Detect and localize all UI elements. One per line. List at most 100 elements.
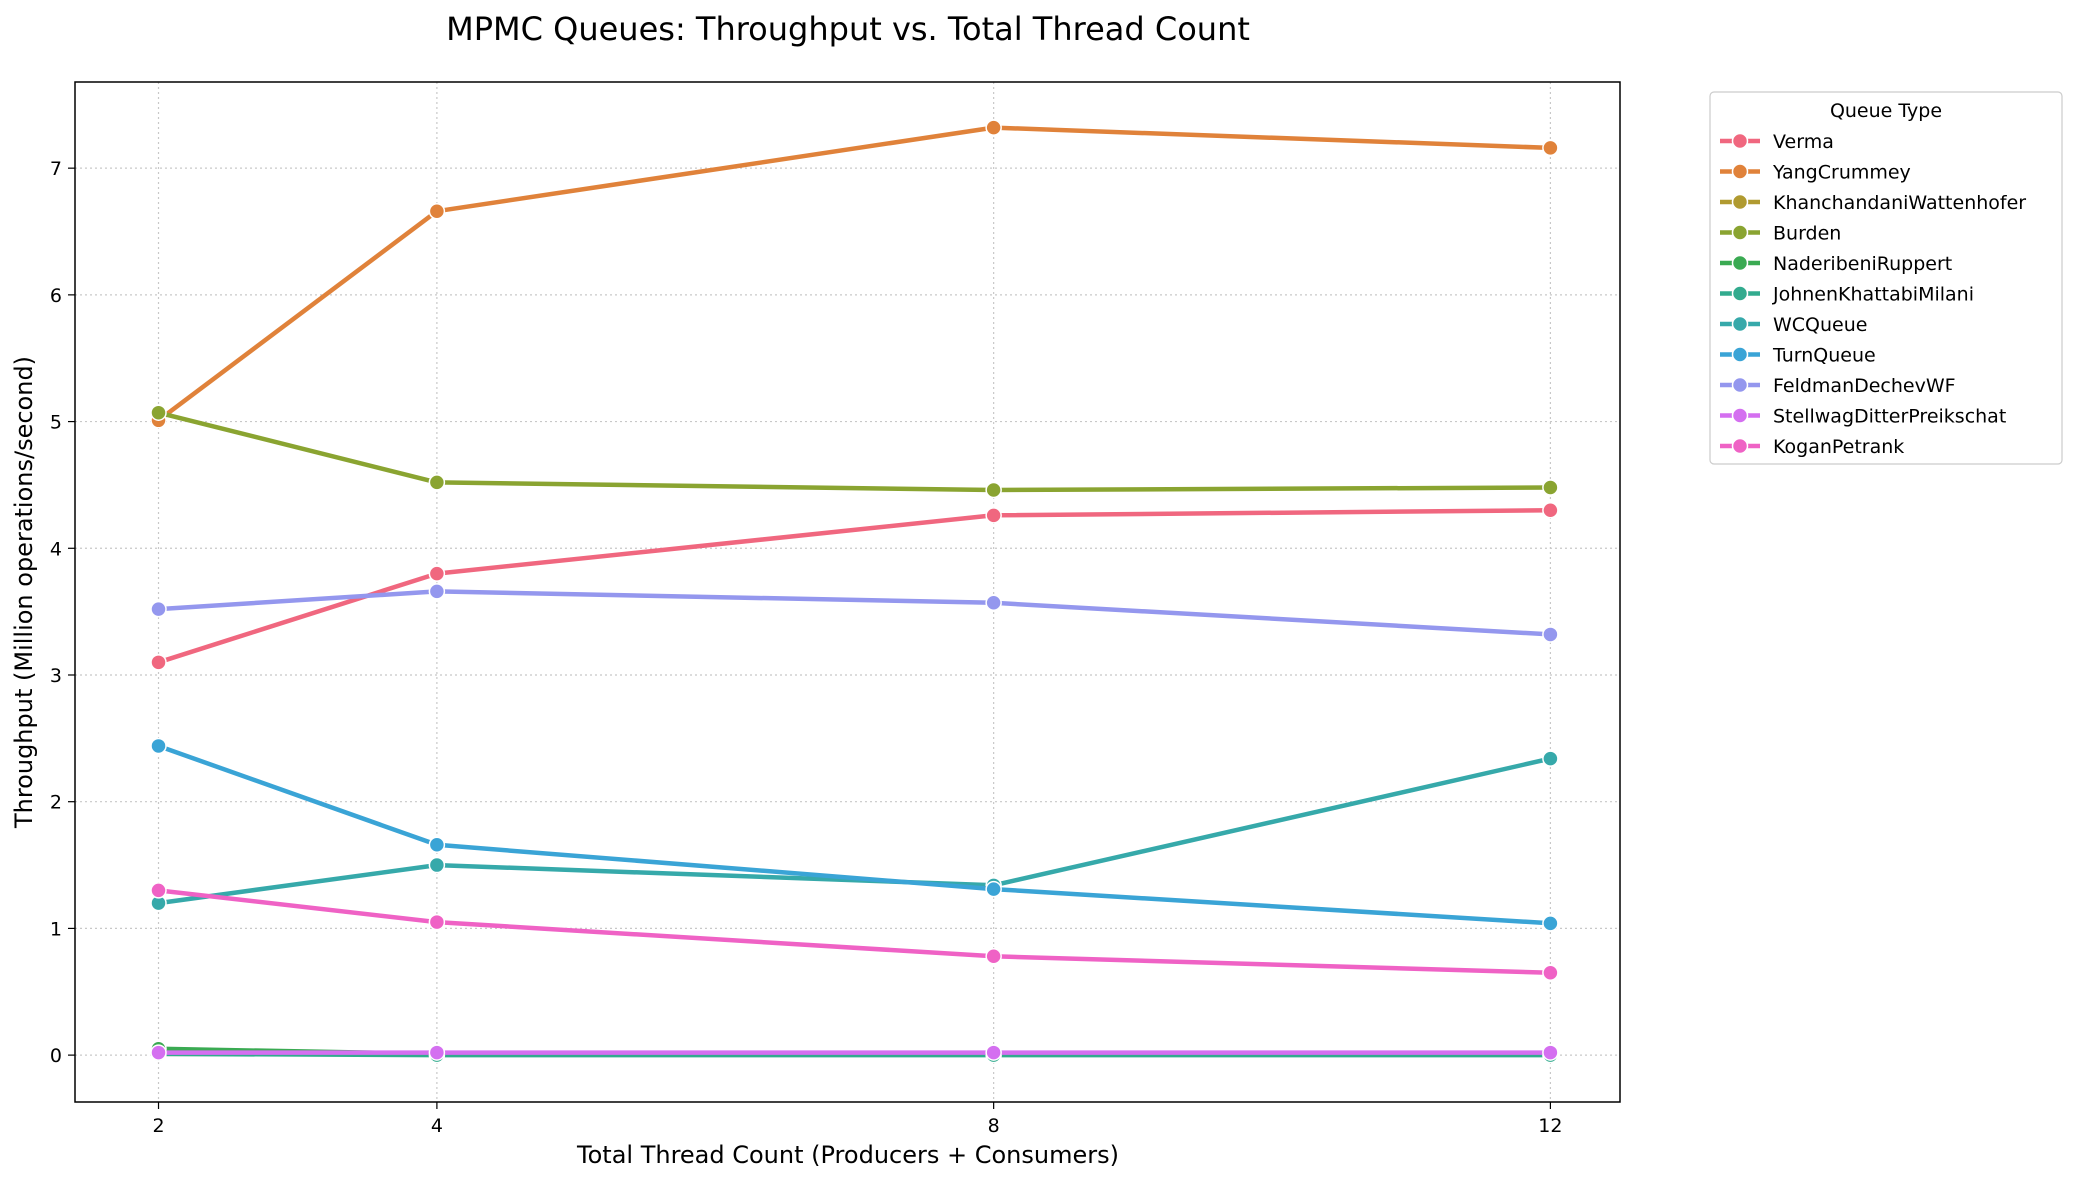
legend-label: WCQueue xyxy=(1773,314,1867,336)
legend-marker xyxy=(1731,224,1749,241)
legend: Queue Type Verma YangCrummey KhanchandaniW… xyxy=(1709,91,2063,465)
y-tick-label: 1 xyxy=(50,918,62,940)
data-point-koganpetrank xyxy=(150,882,167,899)
x-axis-label: Total Thread Count (Producers + Consumer… xyxy=(576,1141,1119,1169)
legend-label: YangCrummey xyxy=(1772,162,1911,184)
series-line-burden xyxy=(156,410,1553,493)
series-wcqueue xyxy=(150,750,1559,912)
legend-label: JohnenKhattabiMilani xyxy=(1772,284,1974,306)
series-stellwagditterpreikschat xyxy=(150,1044,1559,1061)
legend-item-naderibeniruppert: NaderibeniRuppert xyxy=(1720,253,1952,275)
data-point-stellwagditterpreikschat xyxy=(428,1044,446,1061)
legend-item-turnqueue: TurnQueue xyxy=(1720,345,1876,367)
legend-label: StellwagDitterPreikschat xyxy=(1773,406,2006,428)
data-point-turnqueue xyxy=(150,737,167,755)
data-point-feldmandechevwf xyxy=(428,583,446,600)
legend-label: TurnQueue xyxy=(1772,345,1876,367)
legend-marker xyxy=(1731,163,1749,180)
data-point-yangcrummey xyxy=(428,202,446,220)
data-point-burden xyxy=(428,474,446,491)
legend-item-feldmandechevwf: FeldmanDechevWF xyxy=(1720,375,1956,397)
plot-frame xyxy=(74,81,1621,1103)
series-feldmandechevwf xyxy=(150,583,1559,643)
data-point-verma xyxy=(428,565,446,582)
series-line-wcqueue xyxy=(156,756,1553,906)
data-point-verma xyxy=(150,654,167,671)
legend-marker xyxy=(1731,132,1749,150)
data-point-koganpetrank xyxy=(428,913,446,931)
x-tick-label: 2 xyxy=(152,1115,164,1137)
grid xyxy=(75,82,1620,1102)
legend-marker xyxy=(1731,254,1749,272)
series-verma xyxy=(150,502,1559,671)
legend-marker xyxy=(1731,193,1749,211)
legend-item-wcqueue: WCQueue xyxy=(1720,314,1867,336)
data-point-feldmandechevwf xyxy=(1542,626,1559,643)
data-point-turnqueue xyxy=(985,880,1002,898)
data-point-feldmandechevwf xyxy=(150,600,167,618)
data-point-burden xyxy=(1542,479,1559,496)
data-point-wcqueue xyxy=(428,856,446,874)
series-line-verma xyxy=(156,508,1553,665)
x-tick-label: 12 xyxy=(1538,1115,1562,1137)
chart-title: MPMC Queues: Throughput vs. Total Thread… xyxy=(446,10,1250,48)
y-tick-label: 6 xyxy=(50,285,62,307)
legend-label: NaderibeniRuppert xyxy=(1773,253,1952,275)
legend-item-khanchandaniwattenhofer: KhanchandaniWattenhofer xyxy=(1720,192,2026,214)
legend-item-burden: Burden xyxy=(1720,223,1841,245)
y-tick-label: 7 xyxy=(50,158,62,180)
data-point-stellwagditterpreikschat xyxy=(150,1044,167,1061)
data-point-koganpetrank xyxy=(1542,964,1559,982)
y-axis: 0 1 2 3 4 5 6 7 xyxy=(50,158,75,1067)
series-lines xyxy=(150,119,1559,1064)
legend-label: Verma xyxy=(1773,131,1834,153)
y-tick-label: 2 xyxy=(50,792,62,814)
series-burden xyxy=(150,404,1559,499)
data-point-yangcrummey xyxy=(985,119,1002,136)
legend-label: Burden xyxy=(1773,223,1841,245)
legend-label: KoganPetrank xyxy=(1773,436,1904,458)
legend-marker xyxy=(1731,437,1749,455)
legend-item-johnenkhattabimilani: JohnenKhattabiMilani xyxy=(1720,284,1974,306)
legend-marker xyxy=(1731,376,1749,394)
series-yangcrummey xyxy=(150,119,1559,429)
legend-label: FeldmanDechevWF xyxy=(1773,375,1956,397)
legend-title: Queue Type xyxy=(1830,100,1942,122)
data-point-stellwagditterpreikschat xyxy=(1542,1044,1559,1061)
y-tick-label: 3 xyxy=(50,665,62,687)
legend-frame xyxy=(1709,91,2063,465)
legend-item-koganpetrank: KoganPetrank xyxy=(1720,436,1904,458)
data-point-burden xyxy=(985,481,1002,499)
data-point-verma xyxy=(985,507,1002,524)
series-line-koganpetrank xyxy=(156,888,1553,976)
y-tick-label: 0 xyxy=(50,1045,62,1067)
legend-marker xyxy=(1731,315,1749,333)
data-point-wcqueue xyxy=(1542,750,1559,767)
legend-item-verma: Verma xyxy=(1720,131,1834,153)
legend-marker xyxy=(1731,407,1749,424)
legend-item-stellwagditterpreikschat: StellwagDitterPreikschat xyxy=(1720,406,2006,428)
y-axis-label: Throughput (Million operations/second) xyxy=(10,356,38,829)
legend-item-yangcrummey: YangCrummey xyxy=(1720,162,1911,184)
data-point-verma xyxy=(1542,502,1559,519)
data-point-stellwagditterpreikschat xyxy=(985,1044,1002,1061)
data-point-koganpetrank xyxy=(985,948,1002,965)
data-point-feldmandechevwf xyxy=(985,594,1002,612)
x-tick-label: 4 xyxy=(431,1115,443,1137)
data-point-turnqueue xyxy=(1542,915,1559,932)
legend-marker xyxy=(1731,285,1749,302)
legend-label: KhanchandaniWattenhofer xyxy=(1773,192,2026,214)
series-koganpetrank xyxy=(150,882,1559,982)
series-line-yangcrummey xyxy=(156,125,1553,423)
x-axis: 2 4 8 12 xyxy=(152,1102,1562,1137)
series-line-feldmandechevwf xyxy=(156,589,1553,637)
y-tick-label: 5 xyxy=(50,412,62,434)
series-turnqueue xyxy=(150,737,1559,932)
x-tick-label: 8 xyxy=(988,1115,1000,1137)
data-point-yangcrummey xyxy=(1542,139,1559,157)
data-point-turnqueue xyxy=(428,836,446,854)
y-tick-label: 4 xyxy=(50,538,62,560)
data-point-burden xyxy=(150,404,167,421)
legend-marker xyxy=(1731,346,1749,363)
